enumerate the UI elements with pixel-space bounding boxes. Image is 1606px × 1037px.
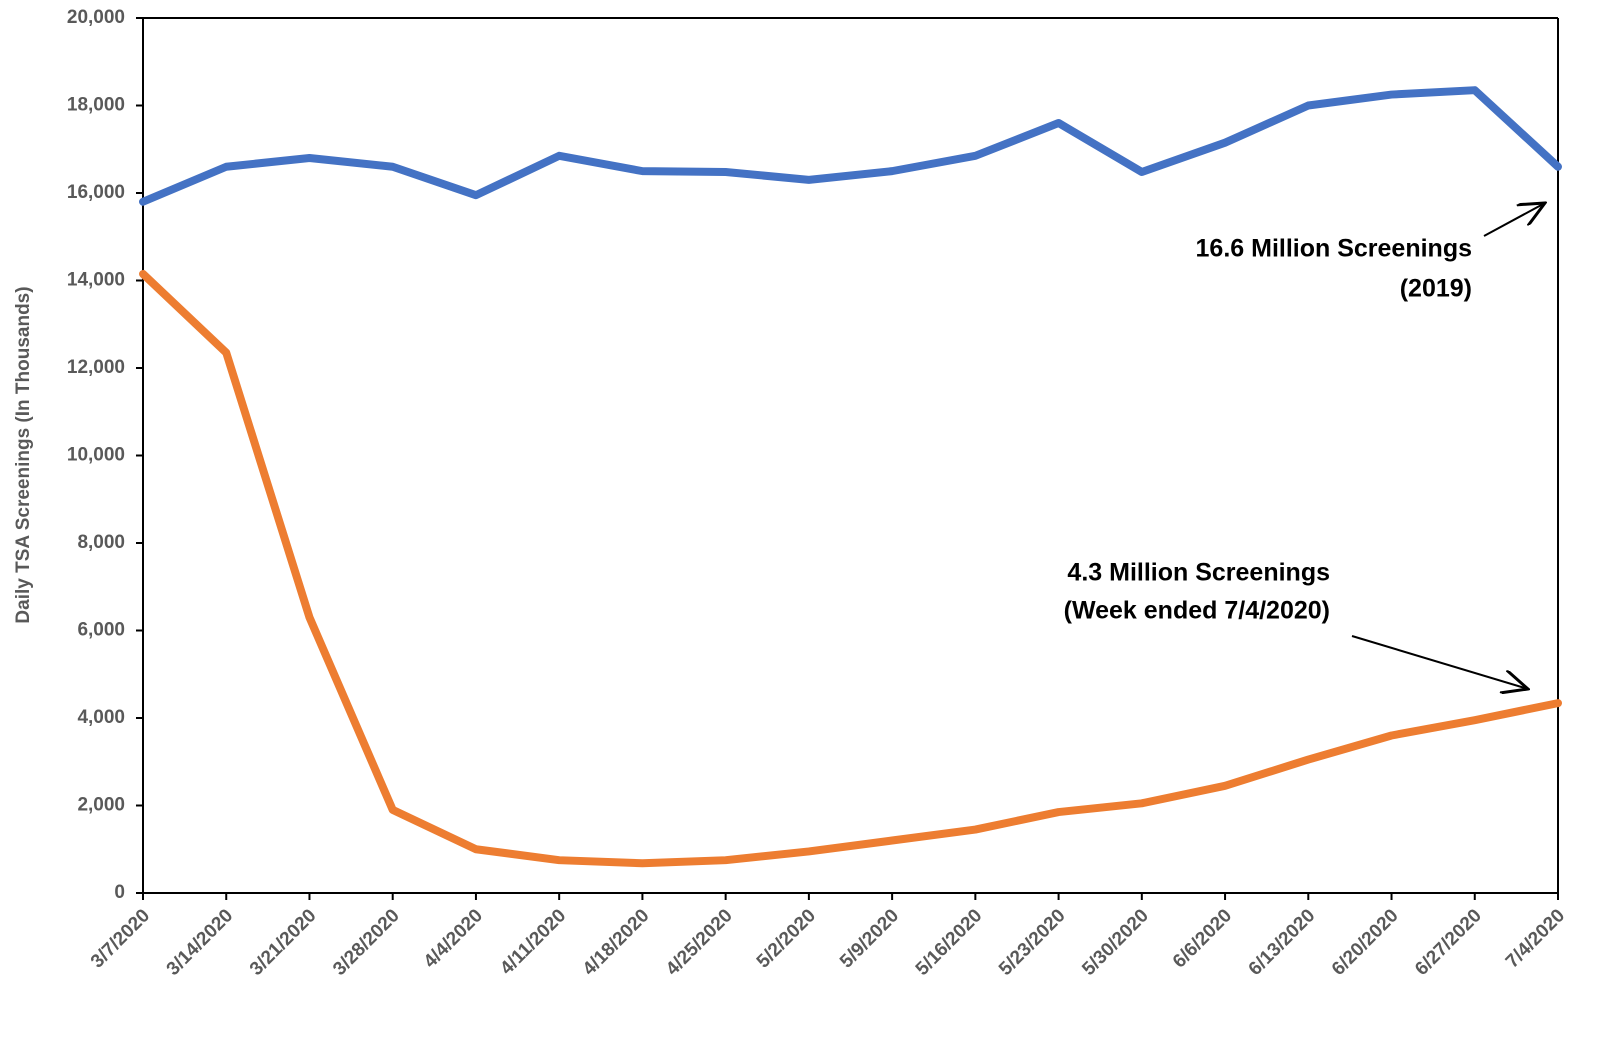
x-tick-label: 5/16/2020	[912, 905, 987, 980]
y-tick-label: 18,000	[67, 95, 125, 116]
y-tick-label: 20,000	[67, 7, 125, 28]
annotation: (Week ended 7/4/2020)	[1064, 597, 1330, 625]
x-tick-label: 4/11/2020	[496, 905, 570, 979]
line-series	[139, 269, 1562, 868]
arrow	[1483, 203, 1545, 237]
x-tick-label: 6/20/2020	[1328, 905, 1403, 980]
annotation: 4.3 Million Screenings	[1067, 559, 1330, 587]
y-tick-label: 14,000	[67, 270, 125, 291]
x-tick-label: 3/21/2020	[246, 905, 321, 980]
x-tick-label: 4/4/2020	[420, 905, 487, 972]
x-tick-label: 4/25/2020	[662, 905, 737, 980]
y-tick-label: 12,000	[67, 357, 125, 378]
arrow	[1351, 635, 1528, 689]
y-tick-label: 2,000	[77, 795, 125, 816]
x-tick-label: 5/23/2020	[995, 905, 1070, 980]
y-tick-label: 10,000	[67, 445, 125, 466]
x-tick-label: 5/2/2020	[753, 905, 820, 972]
y-tick-label: 16,000	[67, 182, 125, 203]
x-tick-label: 3/7/2020	[87, 905, 154, 972]
x-tick-label: 3/28/2020	[329, 905, 404, 980]
x-tick-label: 6/6/2020	[1169, 905, 1236, 972]
line-series	[139, 86, 1562, 206]
y-axis-label: Daily TSA Screenings (In Thousands)	[13, 286, 34, 623]
x-tick-label: 7/4/2020	[1502, 905, 1569, 972]
x-tick-label: 6/27/2020	[1411, 905, 1486, 980]
y-tick-label: 4,000	[77, 707, 125, 728]
x-tick-label: 5/9/2020	[836, 905, 903, 972]
x-tick-label: 4/18/2020	[579, 905, 654, 980]
annotation: (2019)	[1400, 275, 1472, 303]
y-tick-label: 6,000	[77, 620, 125, 641]
x-tick-label: 6/13/2020	[1245, 905, 1320, 980]
annotation: 16.6 Million Screenings	[1196, 235, 1472, 263]
x-tick-label: 3/14/2020	[163, 905, 238, 980]
y-tick-label: 8,000	[77, 532, 125, 553]
x-tick-label: 5/30/2020	[1078, 905, 1153, 980]
y-tick-label: 0	[114, 882, 125, 903]
